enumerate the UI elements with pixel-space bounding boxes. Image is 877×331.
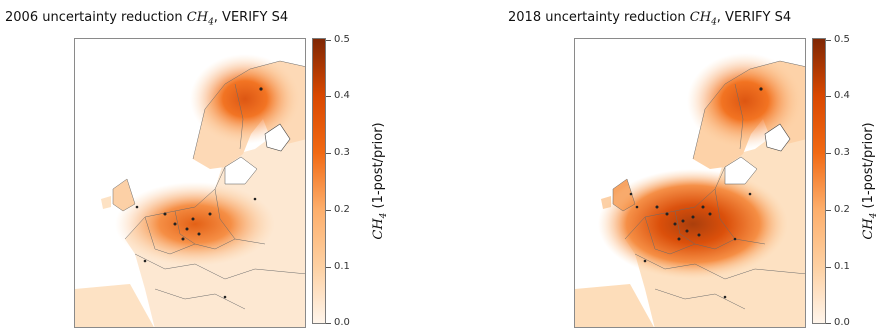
- colorbar-label: CH4 (1-post/prior): [371, 122, 389, 240]
- colorbar: 0.0 0.1 0.2 0.3 0.4 0.5 CH4 (1-post/prio…: [312, 34, 430, 328]
- colorbar: 0.0 0.1 0.2 0.3 0.4 0.5 CH4 (1-post/prio…: [812, 34, 877, 328]
- colorbar-tick: [326, 153, 331, 154]
- title-suffix: , VERIFY S4: [213, 10, 289, 25]
- uncertainty-hotspot-scandinavia: [687, 53, 803, 149]
- colorbar-tick-label: 0.5: [834, 34, 850, 45]
- title-suffix: , VERIFY S4: [716, 10, 792, 25]
- europe-map: [574, 38, 806, 328]
- baltic-sea: [724, 156, 758, 185]
- colorbar-tick-label: 0.5: [334, 34, 350, 45]
- colorbar-gradient: [812, 38, 826, 324]
- uncertainty-hotspot-central-europe: [598, 169, 788, 279]
- panel-title: 2006 uncertainty reduction CH4, VERIFY S…: [5, 10, 288, 28]
- gulf-of-bothnia: [264, 123, 291, 152]
- colorbar-tick: [326, 267, 331, 268]
- colorbar-tick: [326, 323, 331, 324]
- colorbar-gradient: [312, 38, 326, 324]
- colorbar-tick: [326, 96, 331, 97]
- colorbar-tick-label: 0.0: [834, 317, 850, 328]
- colorbar-tick: [826, 267, 831, 268]
- country-borders: [112, 60, 305, 310]
- colorbar-label: CH4 (1-post/prior): [861, 122, 877, 240]
- station-markers: [135, 87, 263, 299]
- colorbar-tick-label: 0.3: [834, 147, 850, 158]
- colorbar-tick: [826, 323, 831, 324]
- colorbar-tick-label: 0.4: [834, 90, 850, 101]
- map-panel-2018: 2018 uncertainty reduction CH4, VERIFY S…: [500, 0, 877, 331]
- title-species: CH4: [689, 10, 717, 28]
- title-prefix: 2006 uncertainty reduction: [5, 10, 187, 25]
- colorbar-tick-label: 0.2: [834, 204, 850, 215]
- title-species: CH4: [186, 10, 214, 28]
- station-markers: [629, 87, 763, 299]
- colorbar-tick: [326, 210, 331, 211]
- colorbar-tick-label: 0.1: [334, 261, 350, 272]
- baltic-sea: [224, 156, 258, 185]
- title-prefix: 2018 uncertainty reduction: [508, 10, 690, 25]
- colorbar-tick-label: 0.0: [334, 317, 350, 328]
- colorbar-tick-label: 0.2: [334, 204, 350, 215]
- colorbar-tick-label: 0.3: [334, 147, 350, 158]
- colorbar-tick-label: 0.4: [334, 90, 350, 101]
- colorbar-tick: [826, 153, 831, 154]
- colorbar-tick-label: 0.1: [834, 261, 850, 272]
- map-panel-2006: 2006 uncertainty reduction CH4, VERIFY S…: [0, 0, 430, 331]
- panel-title: 2018 uncertainty reduction CH4, VERIFY S…: [508, 10, 791, 28]
- uncertainty-hotspot-scandinavia: [190, 54, 300, 144]
- europe-map: [74, 38, 306, 328]
- gulf-of-bothnia: [764, 123, 791, 152]
- colorbar-tick: [326, 40, 331, 41]
- uncertainty-hotspot-central-europe: [115, 182, 275, 266]
- colorbar-tick: [826, 40, 831, 41]
- colorbar-tick: [826, 210, 831, 211]
- colorbar-tick: [826, 96, 831, 97]
